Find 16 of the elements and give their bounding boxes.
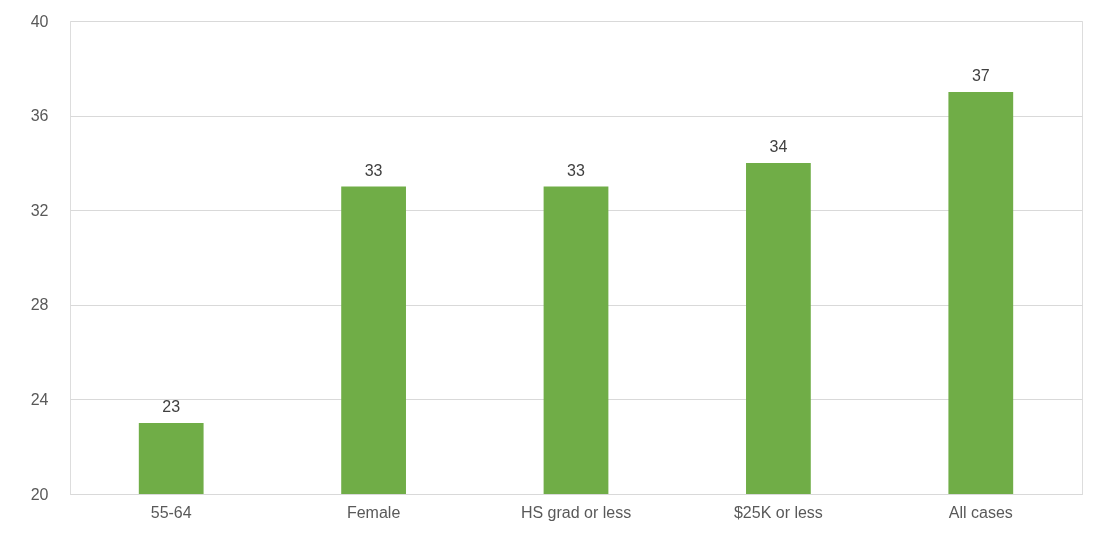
data-label: 33 [567,161,585,179]
y-tick-label: 28 [30,296,49,314]
y-tick-label: 36 [30,107,49,125]
x-tick-label: 55-64 [150,503,192,521]
x-tick-label: All cases [948,503,1013,521]
x-tick-label: $25K or less [733,503,823,521]
data-label: 33 [364,161,383,179]
y-tick-label: 24 [30,390,49,408]
data-label: 34 [769,137,788,155]
data-label: 23 [162,398,181,416]
y-tick-label: 40 [30,12,49,30]
y-tick-label: 32 [30,201,49,219]
y-tick-label: 20 [30,485,49,503]
x-tick-label: Female [346,503,401,521]
data-label: 37 [971,66,990,84]
x-tick-label: HS grad or less [520,503,632,521]
